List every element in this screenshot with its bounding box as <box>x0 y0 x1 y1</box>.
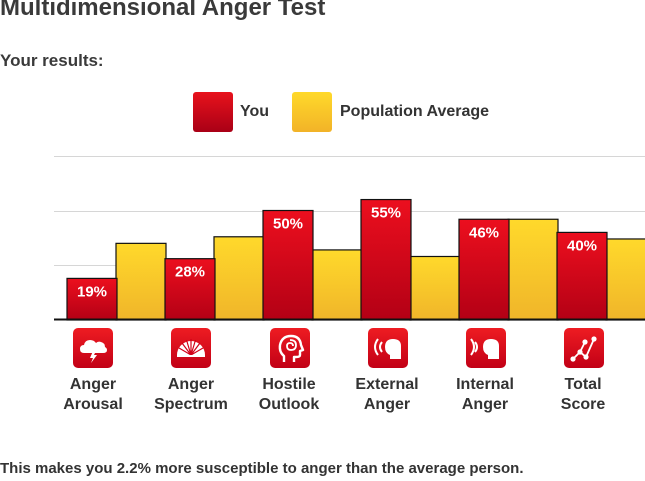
bar-population-2 <box>311 249 363 321</box>
results-subtitle: Your results: <box>0 51 104 70</box>
data-label-you-2: 50% <box>273 216 303 233</box>
bar-you-3 <box>360 198 412 321</box>
head-maze-icon <box>270 328 310 368</box>
legend-label-population: Population Average <box>340 103 490 120</box>
category-label-5: Total Score <box>528 375 638 415</box>
bar-population-1 <box>213 236 265 321</box>
category-label-line: Spectrum <box>154 396 228 413</box>
data-label-you-3: 55% <box>371 205 401 222</box>
category-label-line: Hostile <box>262 376 316 393</box>
page-title: Multidimensional Anger Test <box>0 0 326 21</box>
data-label-you-5: 40% <box>567 237 597 254</box>
person-listening-icon <box>466 328 506 368</box>
category-label-line: Anger <box>363 396 411 413</box>
person-shouting-icon <box>368 328 408 368</box>
category-label-1: Anger Spectrum <box>136 375 246 415</box>
graph-nodes-icon <box>564 328 604 368</box>
category-label-3: External Anger <box>332 375 442 415</box>
spectrum-fan-icon <box>171 328 211 368</box>
bar-population-4 <box>507 218 559 321</box>
category-label-line: Score <box>560 396 606 413</box>
legend-label-you: You <box>240 103 270 120</box>
category-label-line: Outlook <box>258 396 320 413</box>
category-label-4: Internal Anger <box>430 375 540 415</box>
category-label-line: Anger <box>69 376 117 393</box>
bar-you-5 <box>556 231 608 321</box>
result-summary: This makes you 2.2% more susceptible to … <box>0 460 524 477</box>
bar-population-0 <box>115 242 167 321</box>
bar-you-1 <box>164 258 216 321</box>
category-label-line: Arousal <box>63 396 123 413</box>
data-label-you-4: 46% <box>469 224 499 241</box>
category-label-line: Internal <box>456 376 514 393</box>
bar-population-3 <box>409 255 461 321</box>
category-label-0: Anger Arousal <box>38 375 148 415</box>
category-label-line: Anger <box>461 396 509 413</box>
category-label-line: Total <box>564 376 602 393</box>
legend-swatch-you <box>193 92 233 132</box>
storm-cloud-icon <box>73 328 113 368</box>
category-label-line: External <box>355 376 419 393</box>
bar-you-4 <box>458 218 510 321</box>
bar-you-2 <box>262 209 314 321</box>
legend-swatch-population <box>292 92 332 132</box>
data-label-you-0: 19% <box>77 283 107 300</box>
data-label-you-1: 28% <box>175 264 205 281</box>
category-label-2: Hostile Outlook <box>234 375 344 415</box>
category-label-line: Anger <box>167 376 215 393</box>
bar-population-5 <box>605 238 645 321</box>
results-bar-chart: 19% 28% 50% 55% 46% 40% <box>54 156 645 321</box>
bar-you-0 <box>66 277 118 321</box>
